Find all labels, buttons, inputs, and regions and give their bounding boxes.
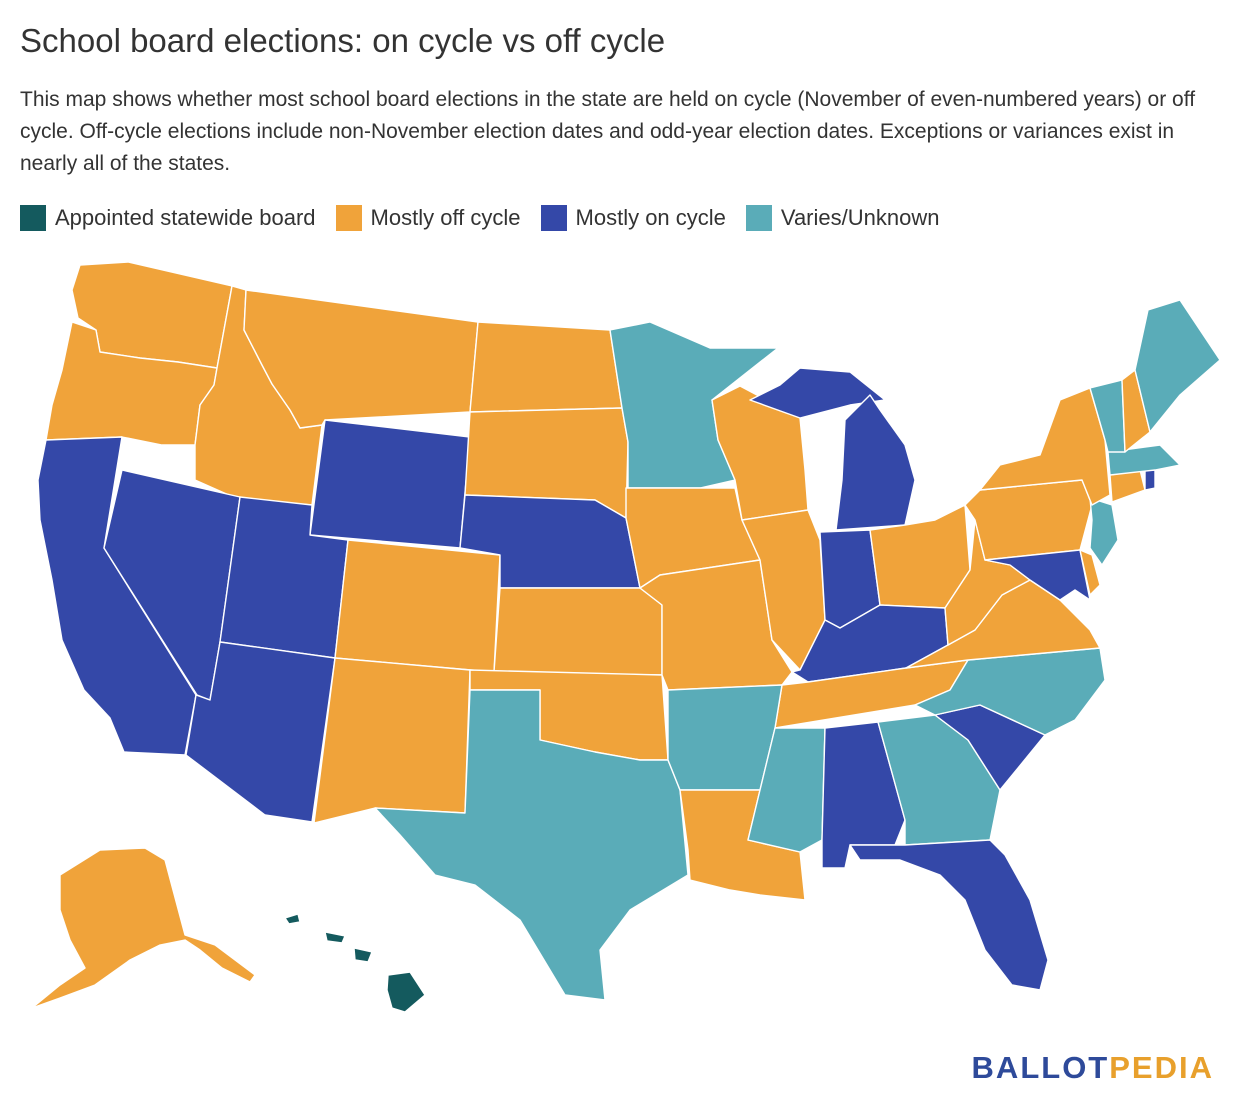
legend-item-appointed: Appointed statewide board <box>20 205 316 231</box>
state-nm[interactable] <box>313 657 471 824</box>
state-co[interactable] <box>334 539 501 673</box>
state-ak[interactable] <box>31 847 256 1009</box>
state-hi-4[interactable] <box>386 971 426 1013</box>
legend-label-varies: Varies/Unknown <box>780 205 940 230</box>
state-wy[interactable] <box>309 419 471 549</box>
legend-swatch-off-cycle <box>335 205 362 231</box>
legend-label-on-cycle: Mostly on cycle <box>575 205 726 230</box>
state-mi[interactable] <box>835 394 916 531</box>
state-mo[interactable] <box>639 559 793 691</box>
us-map <box>31 261 1221 1013</box>
legend-swatch-on-cycle <box>540 205 567 231</box>
legend-item-on-cycle: Mostly on cycle <box>540 205 726 231</box>
legend-label-off-cycle: Mostly off cycle <box>370 205 521 230</box>
legend-item-off-cycle: Mostly off cycle <box>335 205 521 231</box>
state-mi-up[interactable] <box>749 367 886 419</box>
ballotpedia-logo: BALLOTPEDIA <box>971 1050 1214 1085</box>
legend-label-appointed: Appointed statewide board <box>55 205 316 230</box>
state-pa[interactable] <box>964 479 1093 561</box>
page-title: School board elections: on cycle vs off … <box>20 22 666 59</box>
map-description: This map shows whether most school board… <box>20 88 1196 175</box>
state-hi-2[interactable] <box>324 931 346 944</box>
legend-item-varies: Varies/Unknown <box>745 205 940 231</box>
state-ri[interactable] <box>1144 469 1156 491</box>
state-de[interactable] <box>1079 549 1101 596</box>
state-hi-1[interactable] <box>284 913 301 925</box>
state-ks[interactable] <box>493 587 663 676</box>
state-fl[interactable] <box>849 839 1049 991</box>
legend: Appointed statewide board Mostly off cyc… <box>20 205 959 231</box>
state-nc[interactable] <box>914 647 1106 736</box>
state-ma[interactable] <box>1107 444 1181 476</box>
state-me[interactable] <box>1134 299 1221 433</box>
legend-swatch-varies <box>745 205 772 231</box>
state-hi-3[interactable] <box>353 947 373 963</box>
legend-swatch-appointed <box>20 205 46 231</box>
state-nj[interactable] <box>1089 497 1119 566</box>
state-vt[interactable] <box>1089 379 1126 453</box>
state-tx[interactable] <box>374 689 689 1001</box>
state-nd[interactable] <box>469 321 623 413</box>
